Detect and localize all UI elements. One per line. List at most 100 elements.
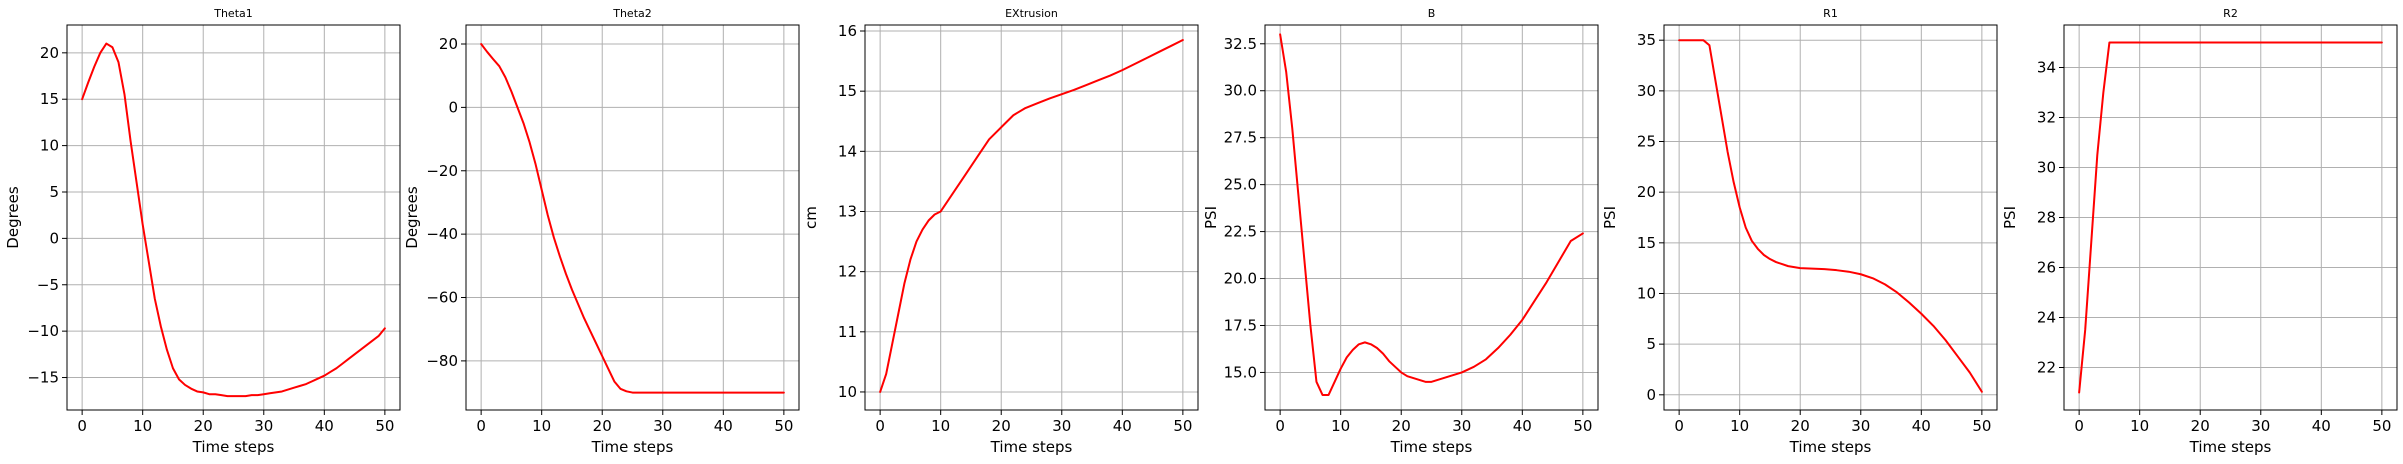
x-tick-label: 0 bbox=[1674, 417, 1684, 435]
y-tick-label: 5 bbox=[1646, 335, 1656, 353]
x-axis-label: Time steps bbox=[591, 438, 674, 456]
y-tick-label: 10 bbox=[1637, 284, 1656, 302]
axes-frame bbox=[66, 24, 401, 411]
panel-title: B bbox=[1428, 7, 1436, 20]
x-tick-label: 10 bbox=[133, 417, 152, 435]
y-axis-label: Degrees bbox=[4, 186, 22, 249]
y-axis-label: PSI bbox=[1202, 206, 1220, 229]
y-tick-label: 20 bbox=[439, 35, 458, 53]
x-tick-label: 50 bbox=[1573, 417, 1592, 435]
series-line-1 bbox=[2078, 41, 2383, 394]
x-axis-label: Time steps bbox=[1789, 438, 1872, 456]
y-tick-label: 30 bbox=[2037, 159, 2056, 177]
panel-5: 0 10 20 30 40 50 0 5 10 15 20 25 30 35 R1 Time steps PSI bbox=[1601, 7, 1998, 456]
y-tick-label: 26 bbox=[2037, 259, 2056, 277]
x-tick-label: 10 bbox=[532, 417, 551, 435]
panel-title: Theta2 bbox=[612, 7, 652, 20]
panel-6: 0 10 20 30 40 50 22 24 26 28 30 32 34 R2 Time steps PSI bbox=[2001, 7, 2398, 456]
y-tick-label: 0 bbox=[1646, 386, 1656, 404]
y-tick-label: −10 bbox=[27, 322, 59, 340]
x-tick-label: 0 bbox=[77, 417, 87, 435]
x-tick-label: 0 bbox=[476, 417, 486, 435]
x-tick-label: 0 bbox=[2074, 417, 2084, 435]
y-tick-label: −60 bbox=[426, 289, 458, 307]
y-tick-label: 0 bbox=[49, 229, 59, 247]
x-tick-label: 30 bbox=[1052, 417, 1071, 435]
x-tick-label: 10 bbox=[1331, 417, 1350, 435]
y-axis-label: cm bbox=[802, 206, 820, 229]
y-axis-label: Degrees bbox=[403, 186, 421, 249]
y-tick-label: 20 bbox=[1637, 183, 1656, 201]
x-tick-label: 40 bbox=[1912, 417, 1931, 435]
x-axis-label: Time steps bbox=[2189, 438, 2272, 456]
x-tick-label: 30 bbox=[653, 417, 672, 435]
y-tick-label: 20.0 bbox=[1224, 270, 1257, 288]
x-tick-label: 50 bbox=[375, 417, 394, 435]
x-tick-label: 10 bbox=[2130, 417, 2149, 435]
y-axis-label: PSI bbox=[1601, 206, 1619, 229]
y-tick-label: 34 bbox=[2037, 59, 2056, 77]
y-tick-label: 15.0 bbox=[1224, 363, 1257, 381]
x-tick-label: 40 bbox=[714, 417, 733, 435]
panel-2: 0 10 20 30 40 50 −80 −60 −40 −20 0 20 Theta2 Time ste… bbox=[403, 7, 800, 456]
y-tick-label: 10 bbox=[838, 383, 857, 401]
series-line-1 bbox=[879, 39, 1184, 393]
y-tick-label: 20 bbox=[40, 44, 59, 62]
x-tick-label: 20 bbox=[194, 417, 213, 435]
y-tick-label: −40 bbox=[426, 225, 458, 243]
x-tick-label: 0 bbox=[875, 417, 885, 435]
x-tick-label: 40 bbox=[1513, 417, 1532, 435]
x-tick-label: 20 bbox=[593, 417, 612, 435]
y-tick-label: 32 bbox=[2037, 109, 2056, 127]
y-tick-label: 22.5 bbox=[1224, 223, 1257, 241]
y-tick-label: 12 bbox=[838, 263, 857, 281]
y-tick-label: 10 bbox=[40, 137, 59, 155]
series-line-1 bbox=[1279, 33, 1584, 396]
x-tick-label: 20 bbox=[2191, 417, 2210, 435]
panel-title: R1 bbox=[1823, 7, 1838, 20]
x-tick-label: 30 bbox=[1851, 417, 1870, 435]
y-tick-label: 28 bbox=[2037, 209, 2056, 227]
y-tick-label: −80 bbox=[426, 352, 458, 370]
x-tick-label: 0 bbox=[1275, 417, 1285, 435]
x-tick-label: 10 bbox=[1730, 417, 1749, 435]
series-line-1 bbox=[480, 43, 785, 394]
y-tick-label: 30.0 bbox=[1224, 82, 1257, 100]
y-tick-label: 16 bbox=[838, 22, 857, 40]
x-tick-label: 10 bbox=[931, 417, 950, 435]
panel-title: EXtrusion bbox=[1005, 7, 1058, 20]
x-tick-label: 50 bbox=[1972, 417, 1991, 435]
panel-4: 0 10 20 30 40 50 15.0 17.5 20.0 22.5 25.0 27.5 30.0 3… bbox=[1202, 7, 1599, 456]
y-tick-label: 35 bbox=[1637, 31, 1656, 49]
y-tick-label: 30 bbox=[1637, 82, 1656, 100]
y-tick-label: 15 bbox=[838, 82, 857, 100]
y-tick-label: 22 bbox=[2037, 359, 2056, 377]
y-tick-label: 17.5 bbox=[1224, 316, 1257, 334]
y-tick-label: 0 bbox=[448, 98, 458, 116]
x-tick-label: 40 bbox=[315, 417, 334, 435]
x-tick-label: 30 bbox=[1452, 417, 1471, 435]
y-tick-label: 32.5 bbox=[1224, 35, 1257, 53]
y-tick-label: −5 bbox=[37, 276, 59, 294]
y-tick-label: 24 bbox=[2037, 309, 2056, 327]
y-tick-label: 14 bbox=[838, 142, 857, 160]
panel-1: 0 10 20 30 40 50 −15 −10 −5 0 5 10 15 20 Theta1 Time st… bbox=[4, 7, 401, 456]
y-tick-label: 25 bbox=[1637, 133, 1656, 151]
y-tick-label: 15 bbox=[40, 90, 59, 108]
y-tick-label: −15 bbox=[27, 369, 59, 387]
y-tick-label: 11 bbox=[838, 323, 857, 341]
panel-title: R2 bbox=[2223, 7, 2238, 20]
x-axis-label: Time steps bbox=[990, 438, 1073, 456]
x-tick-label: 50 bbox=[2372, 417, 2391, 435]
x-tick-label: 50 bbox=[1173, 417, 1192, 435]
y-tick-label: 5 bbox=[49, 183, 59, 201]
axes-frame bbox=[1663, 24, 1998, 411]
panel-title: Theta1 bbox=[213, 7, 253, 20]
y-axis-label: PSI bbox=[2001, 206, 2019, 229]
x-tick-label: 20 bbox=[992, 417, 1011, 435]
x-tick-label: 40 bbox=[1113, 417, 1132, 435]
axes-frame bbox=[465, 24, 800, 411]
y-tick-label: −20 bbox=[426, 162, 458, 180]
x-axis-label: Time steps bbox=[1390, 438, 1473, 456]
